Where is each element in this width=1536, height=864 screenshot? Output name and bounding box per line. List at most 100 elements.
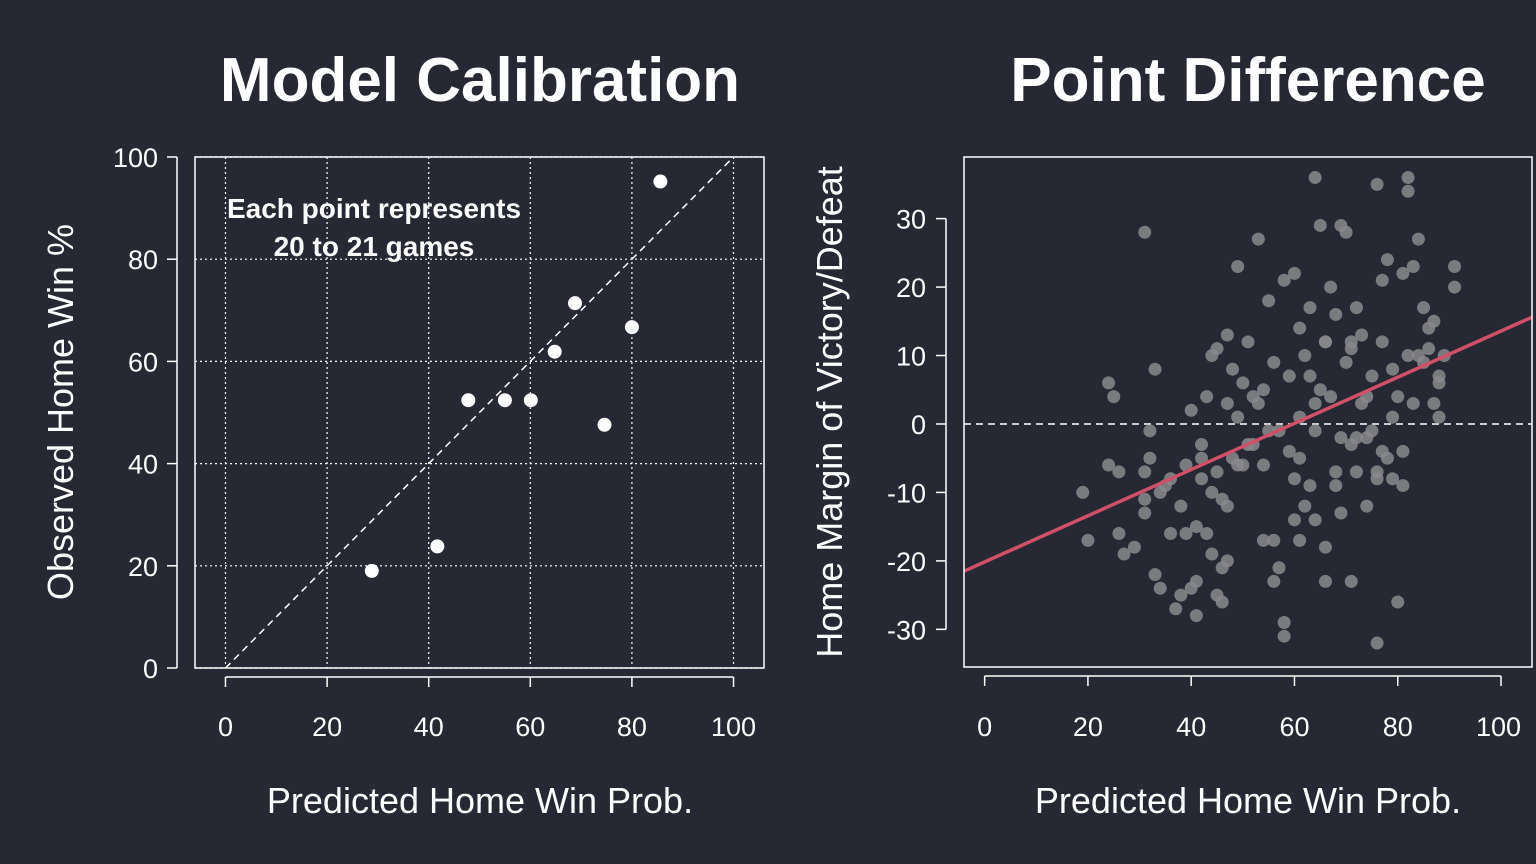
y-tick-label: -10 — [887, 478, 926, 508]
margin-point — [1303, 369, 1317, 383]
margin-point — [1205, 485, 1219, 499]
margin-point — [1220, 554, 1234, 568]
margin-point — [1329, 479, 1343, 493]
x-tick-label: 20 — [312, 712, 342, 742]
margin-point — [1189, 520, 1203, 534]
margin-point — [1380, 451, 1394, 465]
margin-point — [1344, 574, 1358, 588]
margin-point — [1267, 533, 1281, 547]
margin-point — [1272, 561, 1286, 575]
margin-point — [1375, 335, 1389, 349]
y-tick-label: 40 — [128, 450, 158, 480]
margin-point — [1205, 547, 1219, 561]
point-difference-x-axis-label: Predicted Home Win Prob. — [1035, 780, 1461, 821]
calibration-point — [461, 393, 476, 408]
y-tick-label: -30 — [887, 615, 926, 645]
margin-point — [1298, 499, 1312, 513]
margin-point — [1349, 465, 1363, 479]
margin-point — [1138, 506, 1152, 520]
y-tick-label: 30 — [896, 205, 926, 235]
margin-point — [1210, 342, 1224, 356]
margin-point — [1138, 225, 1152, 239]
margin-point — [1365, 424, 1379, 438]
margin-point — [1391, 595, 1405, 609]
margin-point — [1174, 499, 1188, 513]
margin-point — [1210, 465, 1224, 479]
calibration-points — [364, 174, 668, 578]
margin-point — [1365, 369, 1379, 383]
margin-point — [1195, 438, 1209, 452]
point-difference-trend-line — [963, 315, 1533, 573]
margin-point — [1386, 410, 1400, 424]
margin-point — [1406, 260, 1420, 274]
margin-point — [1251, 232, 1265, 246]
margin-point — [1277, 273, 1291, 287]
margin-point — [1370, 472, 1384, 486]
x-tick-label: 20 — [1073, 712, 1103, 742]
margin-point — [1370, 636, 1384, 650]
calibration-point — [547, 344, 562, 359]
margin-point — [1329, 465, 1343, 479]
calibration-point — [653, 174, 668, 189]
x-tick-label: 60 — [1279, 712, 1309, 742]
margin-point — [1262, 294, 1276, 308]
x-tick-label: 100 — [1476, 712, 1521, 742]
y-tick-label: 0 — [911, 410, 926, 440]
calibration-point — [624, 320, 639, 335]
margin-point — [1231, 458, 1245, 472]
calibration-annotation-line-1: Each point represents — [227, 193, 521, 224]
margin-point — [1102, 376, 1116, 390]
calibration-panel: Model Calibration Predicted Home Win Pro… — [40, 46, 765, 821]
margin-point — [1241, 335, 1255, 349]
margin-point — [1339, 225, 1353, 239]
x-tick-label: 40 — [414, 712, 444, 742]
margin-point — [1406, 396, 1420, 410]
margin-point — [1153, 581, 1167, 595]
margin-point — [1184, 403, 1198, 417]
margin-point — [1293, 451, 1307, 465]
margin-point — [1318, 335, 1332, 349]
margin-point — [1313, 218, 1327, 232]
margin-point — [1427, 396, 1441, 410]
margin-point — [1256, 383, 1270, 397]
point-difference-title: Point Difference — [1010, 46, 1485, 115]
calibration-x-axis-label: Predicted Home Win Prob. — [267, 780, 693, 821]
margin-point — [1287, 472, 1301, 486]
margin-point — [1427, 314, 1441, 328]
x-tick-label: 0 — [218, 712, 233, 742]
margin-point — [1287, 266, 1301, 280]
margin-point — [1200, 527, 1214, 541]
calibration-plot-frame — [194, 156, 765, 669]
margin-point — [1411, 232, 1425, 246]
margin-point — [1293, 533, 1307, 547]
margin-point — [1401, 349, 1415, 363]
margin-point — [1386, 362, 1400, 376]
margin-point — [1081, 533, 1095, 547]
margin-point — [1396, 444, 1410, 458]
margin-point — [1226, 362, 1240, 376]
margin-point — [1370, 177, 1384, 191]
calibration-point — [497, 393, 512, 408]
margin-point — [1231, 410, 1245, 424]
calibration-title: Model Calibration — [220, 46, 740, 115]
margin-point — [1076, 485, 1090, 499]
margin-point — [1169, 602, 1183, 616]
margin-point — [1380, 253, 1394, 267]
margin-point — [1344, 342, 1358, 356]
y-tick-label: -20 — [887, 547, 926, 577]
point-difference-axes: 0 20 40 60 80 100 -30 -20 -10 0 10 20 30 — [887, 205, 1521, 742]
margin-point — [1195, 472, 1209, 486]
margin-point — [1308, 424, 1322, 438]
margin-point — [1179, 527, 1193, 541]
margin-point — [1189, 609, 1203, 623]
margin-point — [1287, 513, 1301, 527]
margin-point — [1318, 574, 1332, 588]
calibration-point — [364, 563, 379, 578]
y-tick-label: 60 — [128, 347, 158, 377]
margin-point — [1303, 479, 1317, 493]
margin-point — [1324, 390, 1338, 404]
margin-point — [1179, 458, 1193, 472]
margin-point — [1277, 616, 1291, 630]
margin-point — [1277, 629, 1291, 643]
margin-point — [1220, 328, 1234, 342]
